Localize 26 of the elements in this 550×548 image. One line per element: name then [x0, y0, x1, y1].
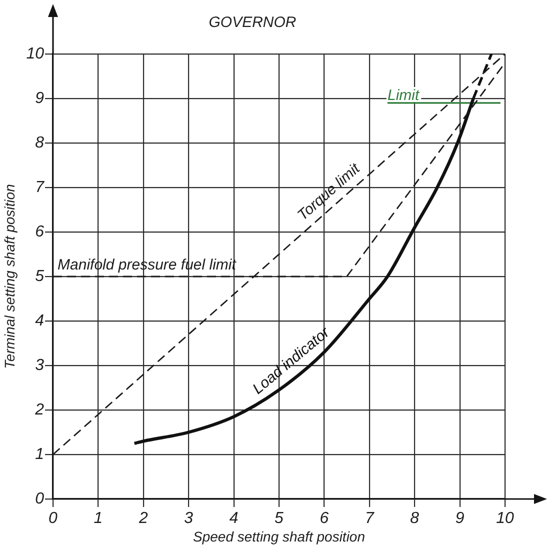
y-tick-label: 5: [35, 268, 44, 285]
chart-title: GOVERNOR: [208, 14, 296, 32]
y-tick-label: 8: [35, 134, 44, 152]
x-tick-label: 6: [320, 510, 329, 528]
y-tick-label: 0: [35, 490, 44, 508]
x-tick-label: 1: [94, 510, 103, 528]
series-label: Limit: [387, 86, 420, 104]
x-axis-title: Speed setting shaft position: [192, 528, 366, 544]
x-tick-label: 8: [410, 510, 420, 528]
y-tick-label: 9: [35, 90, 44, 107]
y-tick-label: 1: [35, 446, 44, 463]
x-tick-label: 10: [496, 510, 514, 528]
y-tick-label: 7: [35, 178, 46, 196]
x-tick-label: 9: [455, 510, 464, 528]
y-tick-label: 10: [26, 45, 44, 62]
y-axis-title: Terminal setting shaft position: [1, 184, 18, 369]
y-tick-label: 6: [35, 223, 44, 240]
y-tick-label: 3: [35, 356, 44, 374]
x-tick-label: 2: [138, 510, 148, 528]
x-tick-label: 3: [184, 510, 194, 528]
y-tick-label: 2: [34, 401, 44, 418]
x-tick-label: 0: [48, 510, 58, 528]
x-tick-label: 7: [364, 510, 375, 528]
x-tick-label: 5: [274, 510, 284, 528]
y-tick-label: 4: [35, 312, 44, 330]
x-tick-label: 4: [229, 510, 238, 528]
